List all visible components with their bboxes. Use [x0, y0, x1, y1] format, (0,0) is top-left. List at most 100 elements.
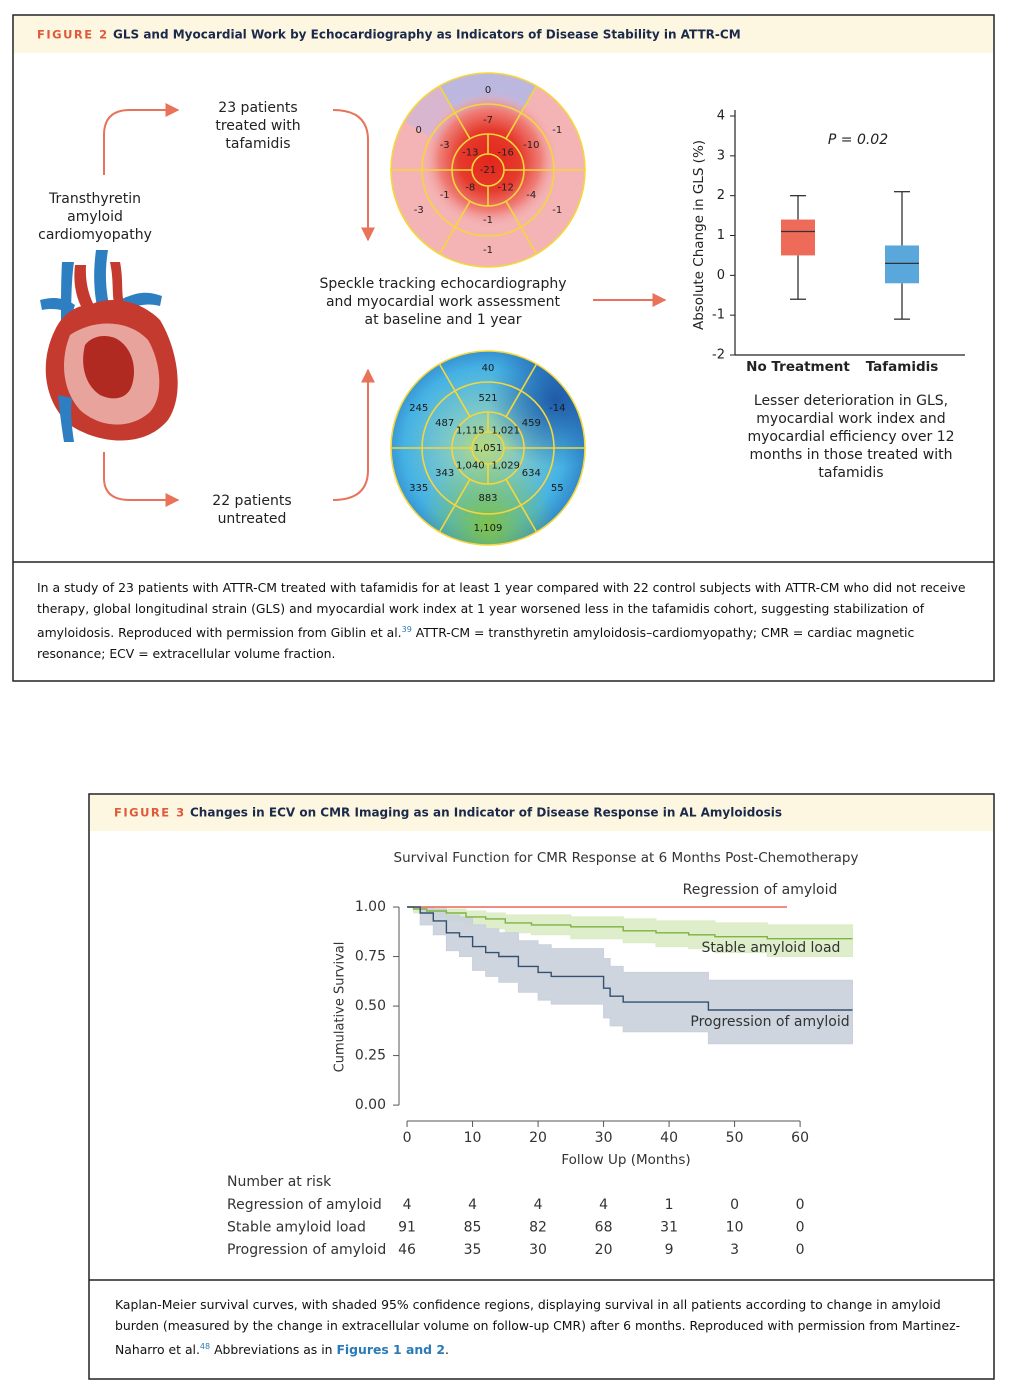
reference: 39 [401, 625, 412, 634]
x-tick-label: Tafamidis [866, 359, 939, 375]
segment-value: 521 [478, 393, 497, 404]
segment-value: 1,051 [474, 443, 503, 454]
risk-table-title: Number at risk [227, 1174, 332, 1190]
segment-value: -1 [440, 190, 450, 201]
x-tick-label: 20 [529, 1130, 547, 1146]
x-tick-label: 50 [726, 1130, 744, 1146]
caption-text: In a study of 23 patients with ATTR-CM t… [37, 580, 966, 641]
risk-row-name: Progression of amyloid [227, 1242, 386, 1258]
series-label: Stable amyloid load [702, 940, 841, 956]
series-label: Regression of amyloid [683, 882, 838, 898]
risk-count: 82 [529, 1220, 547, 1236]
conclusion-label: Lesser deterioration in GLS, myocardial … [747, 393, 955, 481]
segment-border [438, 200, 471, 255]
risk-count: 1 [665, 1197, 674, 1213]
risk-count: 9 [665, 1242, 674, 1258]
segment-border [438, 363, 471, 418]
box [885, 245, 919, 284]
segment-value: 0 [485, 85, 491, 96]
y-tick-label: 0.00 [355, 1097, 386, 1113]
segment-border [438, 478, 471, 533]
box [781, 219, 815, 256]
segment-value: -3 [414, 205, 424, 216]
risk-count: 4 [468, 1197, 477, 1213]
x-tick-label: No Treatment [746, 359, 850, 375]
figure-header [14, 16, 993, 53]
figure-title: GLS and Myocardial Work by Echocardiogra… [113, 28, 741, 42]
segment-value: -1 [483, 215, 493, 226]
segment-value: -16 [498, 147, 514, 158]
gls-bullseye-background [391, 73, 585, 267]
segment-value: -14 [549, 403, 565, 414]
y-tick-label: 3 [717, 148, 725, 163]
segment-border [505, 85, 538, 140]
risk-count: 4 [599, 1197, 608, 1213]
chart-title: Survival Function for CMR Response at 6 … [394, 850, 859, 866]
y-tick-label: 0.50 [355, 998, 386, 1014]
y-tick-label: 0.75 [355, 949, 386, 965]
segment-value: -21 [480, 165, 496, 176]
segment-value: 1,029 [491, 461, 520, 472]
method-label: Speckle tracking echocardiography and my… [319, 276, 567, 328]
x-axis-label: Follow Up (Months) [561, 1152, 690, 1168]
segment-value: 343 [435, 468, 454, 479]
segment-value: 245 [409, 403, 428, 414]
risk-count: 30 [529, 1242, 547, 1258]
figure-title: Changes in ECV on CMR Imaging as an Indi… [190, 806, 782, 820]
y-tick-label: 1.00 [355, 899, 386, 915]
risk-count: 4 [534, 1197, 543, 1213]
annotation: P = 0.02 [828, 132, 888, 148]
segment-border [505, 200, 538, 255]
segment-value: -1 [552, 125, 562, 136]
segment-value: -3 [440, 140, 450, 151]
segment-value: -7 [483, 115, 493, 126]
reference: 48 [199, 1342, 211, 1351]
segment-value: -10 [523, 140, 539, 151]
figure-header [90, 795, 993, 831]
segment-value: 55 [551, 483, 564, 494]
y-tick-label: 1 [717, 228, 725, 243]
segment-value: 1,115 [456, 425, 485, 436]
risk-count: 10 [726, 1220, 744, 1236]
x-tick-label: 40 [660, 1130, 678, 1146]
figure-link[interactable]: Figures 1 and 2 [336, 1342, 445, 1358]
risk-row-name: Stable amyloid load [227, 1220, 366, 1236]
figure-label: FIGURE 2 [37, 28, 109, 42]
caption-text: ATTR-CM = transthyretin amyloidosis–card… [37, 625, 915, 662]
disease-label: Transthyretin amyloid cardiomyopathy [38, 191, 152, 243]
segment-border [505, 363, 538, 418]
segment-value: -1 [552, 205, 562, 216]
survival-line [407, 906, 853, 940]
segment-border [438, 85, 471, 140]
y-axis-label: Absolute Change in GLS (%) [691, 140, 707, 330]
work-bullseye-background [391, 351, 585, 545]
risk-count: 35 [464, 1242, 482, 1258]
risk-count: 0 [730, 1197, 739, 1213]
risk-count: 91 [398, 1220, 416, 1236]
risk-count: 85 [464, 1220, 482, 1236]
figure-label: FIGURE 3 [114, 806, 186, 820]
segment-value: 487 [435, 418, 454, 429]
risk-count: 20 [595, 1242, 613, 1258]
segment-value: 1,109 [474, 523, 503, 534]
segment-value: 634 [522, 468, 541, 479]
segment-value: -12 [498, 183, 514, 194]
heart-illustration [40, 250, 178, 442]
flow-arrows [103, 103, 667, 507]
y-tick-label: 4 [717, 109, 725, 124]
treated-label: 23 patients treated with tafamidis [215, 100, 301, 152]
risk-count: 0 [796, 1220, 805, 1236]
risk-count: 68 [595, 1220, 613, 1236]
x-tick-label: 0 [403, 1130, 412, 1146]
x-tick-label: 60 [791, 1130, 809, 1146]
survival-line [407, 906, 853, 1011]
risk-row-name: Regression of amyloid [227, 1197, 382, 1213]
caption-text: . [444, 1342, 449, 1358]
risk-count: 0 [796, 1242, 805, 1258]
caption: Kaplan-Meier survival curves, with shade… [115, 1294, 975, 1360]
risk-count: 4 [403, 1197, 412, 1213]
segment-border [505, 478, 538, 533]
segment-value: 883 [478, 493, 497, 504]
